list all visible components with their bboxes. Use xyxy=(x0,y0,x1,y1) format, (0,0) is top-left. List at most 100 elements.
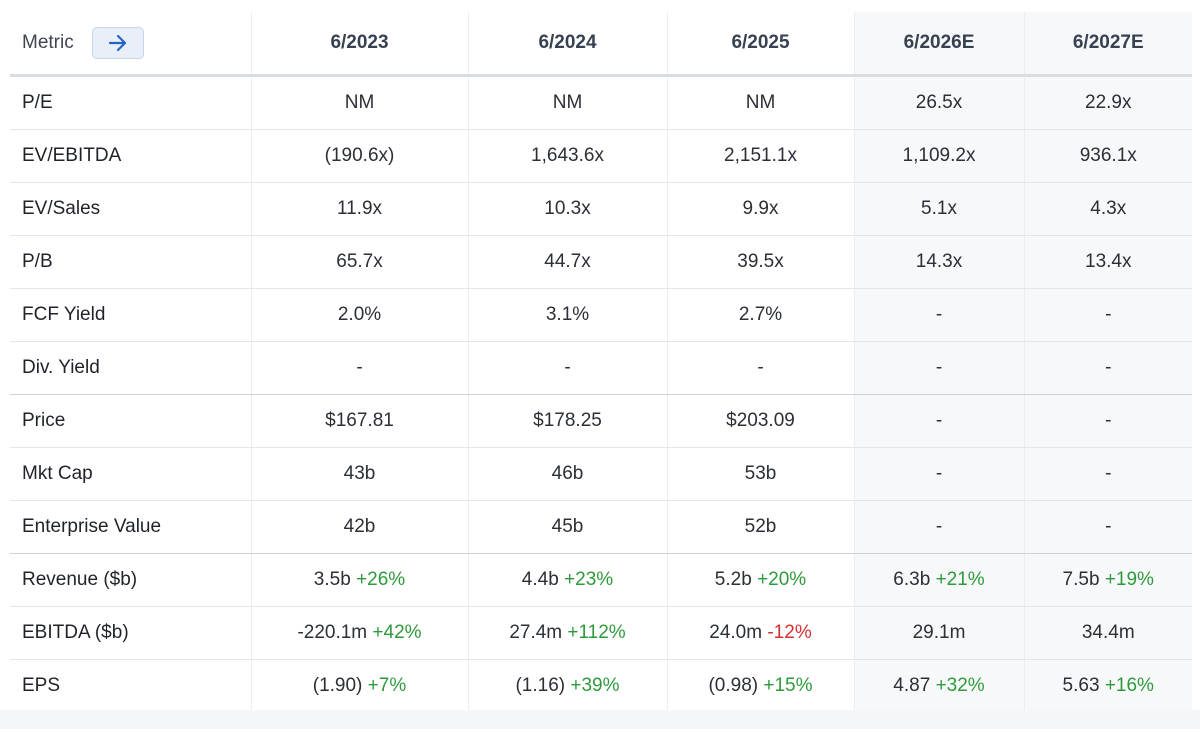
cell-value: - xyxy=(1105,463,1112,484)
table-cell: 14.3x xyxy=(853,235,1024,289)
cell-value: - xyxy=(1105,410,1112,431)
cell-value: - xyxy=(935,357,943,378)
cell-change: +26% xyxy=(356,569,406,590)
column-header-6-2025: 6/2025 xyxy=(666,12,854,77)
table-cell: 24.0m -12% xyxy=(666,606,854,660)
cell-value: $167.81 xyxy=(325,410,394,431)
table-cell: (190.6x) xyxy=(250,129,468,183)
column-header-6-2026e: 6/2026E xyxy=(853,12,1024,77)
table-cell: $203.09 xyxy=(666,394,854,448)
row-label: EV/Sales xyxy=(10,182,251,236)
cell-value: 4.3x xyxy=(1090,198,1127,219)
table-cell: 13.4x xyxy=(1023,235,1192,289)
table-cell: - xyxy=(1023,500,1192,554)
table-row: P/E NM NM NM 26.5x 22.9x xyxy=(10,75,1192,130)
table-cell: - xyxy=(1023,394,1192,448)
cell-value: 1,109.2x xyxy=(902,145,976,166)
table-row: FCF Yield 2.0% 3.1% 2.7% - - xyxy=(10,288,1192,342)
table-cell: (1.90) +7% xyxy=(250,659,468,712)
cell-value: (190.6x) xyxy=(324,145,395,166)
bottom-strip xyxy=(0,710,1200,729)
cell-value: 4.4b xyxy=(521,569,559,590)
table-cell: 44.7x xyxy=(467,235,667,289)
table-row: EV/EBITDA (190.6x) 1,643.6x 2,151.1x 1,109.2… xyxy=(10,129,1192,183)
table-cell: -220.1m +42% xyxy=(250,606,468,660)
table-cell: 3.5b +26% xyxy=(250,553,468,607)
cell-change: +32% xyxy=(935,675,985,696)
expand-columns-button[interactable] xyxy=(91,27,144,59)
metric-header-label: Metric xyxy=(22,32,74,53)
cell-value: - xyxy=(935,410,943,431)
cell-change: +42% xyxy=(372,622,422,643)
table-cell: - xyxy=(853,288,1024,342)
table-row: Price $167.81 $178.25 $203.09 - - xyxy=(10,394,1192,448)
table-cell: 42b xyxy=(250,500,468,554)
cell-value: 26.5x xyxy=(915,92,963,113)
table-row: EPS (1.90) +7% (1.16) +39% (0.98) +15% 4.87 … xyxy=(10,659,1192,712)
table-row: EV/Sales 11.9x 10.3x 9.9x 5.1x 4.3x xyxy=(10,182,1192,236)
cell-change: +15% xyxy=(763,675,813,696)
table-row: EBITDA ($b) -220.1m +42% 27.4m +112% 24.0m … xyxy=(10,606,1192,660)
row-label: Revenue ($b) xyxy=(10,553,251,607)
cell-value: 5.63 xyxy=(1062,675,1100,696)
table-row: Revenue ($b) 3.5b +26% 4.4b +23% 5.2b +20% 6… xyxy=(10,553,1192,607)
cell-value: NM xyxy=(344,92,375,113)
cell-value: 44.7x xyxy=(544,251,591,272)
row-label: Div. Yield xyxy=(10,341,251,395)
table-cell: 52b xyxy=(666,500,854,554)
table-cell: 6.3b +21% xyxy=(853,553,1024,607)
column-header-6-2024: 6/2024 xyxy=(467,12,667,77)
cell-value: - xyxy=(935,516,943,537)
table-row: P/B 65.7x 44.7x 39.5x 14.3x 13.4x xyxy=(10,235,1192,289)
table-cell: 4.4b +23% xyxy=(467,553,667,607)
cell-value: 53b xyxy=(744,463,777,484)
table-cell: - xyxy=(853,447,1024,501)
row-label: Enterprise Value xyxy=(10,500,251,554)
cell-value: 936.1x xyxy=(1079,145,1137,166)
cell-value: 4.87 xyxy=(893,675,931,696)
cell-change: +112% xyxy=(567,622,626,643)
cell-value: NM xyxy=(552,92,583,113)
metric-column-header: Metric xyxy=(10,12,251,77)
table-cell: (0.98) +15% xyxy=(666,659,854,712)
cell-value: - xyxy=(356,357,363,378)
table-cell: 26.5x xyxy=(853,75,1024,130)
table-cell: 1,643.6x xyxy=(467,129,667,183)
table-cell: NM xyxy=(666,75,854,130)
cell-value: 3.1% xyxy=(545,304,590,325)
cell-value: 42b xyxy=(343,516,376,537)
cell-value: 46b xyxy=(551,463,584,484)
table-cell: 34.4m xyxy=(1023,606,1192,660)
cell-value: 65.7x xyxy=(336,251,383,272)
cell-value: 45b xyxy=(551,516,584,537)
table-cell: 4.87 +32% xyxy=(853,659,1024,712)
table-cell: 2.0% xyxy=(250,288,468,342)
cell-value: 2,151.1x xyxy=(724,145,797,166)
table-cell: 45b xyxy=(467,500,667,554)
cell-value: 5.2b xyxy=(714,569,752,590)
table-cell: 22.9x xyxy=(1023,75,1192,130)
cell-change: +21% xyxy=(935,569,985,590)
table-cell: 53b xyxy=(666,447,854,501)
table-cell: 10.3x xyxy=(467,182,667,236)
table-cell: 65.7x xyxy=(250,235,468,289)
cell-value: 3.5b xyxy=(313,569,351,590)
table-cell: 9.9x xyxy=(666,182,854,236)
table-cell: (1.16) +39% xyxy=(467,659,667,712)
cell-value: 5.1x xyxy=(921,198,957,219)
table-cell: - xyxy=(1023,288,1192,342)
row-label: EPS xyxy=(22,675,61,696)
cell-value: - xyxy=(935,304,943,325)
cell-change: +39% xyxy=(570,675,620,696)
cell-value: (1.90) xyxy=(312,675,363,696)
table-cell: 5.2b +20% xyxy=(666,553,854,607)
cell-value: 7.5b xyxy=(1062,569,1100,590)
cell-value: - xyxy=(564,357,571,378)
row-label: EBITDA ($b) xyxy=(10,606,251,660)
cell-value: 39.5x xyxy=(737,251,784,272)
table-cell: 2.7% xyxy=(666,288,854,342)
table-cell: 43b xyxy=(250,447,468,501)
cell-value: - xyxy=(935,463,943,484)
cell-value: $203.09 xyxy=(726,410,795,431)
table-cell: 7.5b +19% xyxy=(1023,553,1192,607)
